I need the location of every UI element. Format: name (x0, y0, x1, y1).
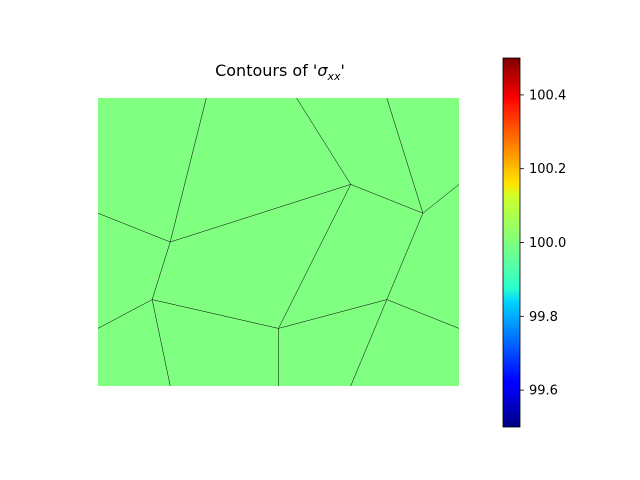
grain-boundaries (97, 97, 460, 387)
grain-boundary-11 (152, 299, 279, 329)
grain-boundary-4 (170, 184, 351, 243)
grain-boundary-16 (350, 299, 388, 387)
chart-title: Contours of 'σxx' (215, 61, 345, 83)
grain-boundary-1 (296, 97, 351, 185)
grain-boundary-10 (97, 299, 153, 329)
grain-boundary-7 (278, 184, 351, 329)
grain-boundary-14 (151, 299, 171, 387)
title-suffix: ' (340, 61, 344, 80)
title-prefix: Contours of ' (215, 61, 317, 80)
title-symbol: σ (317, 61, 328, 80)
colorbar-scale (502, 57, 521, 428)
colorbar-tick-label-3: 100.2 (529, 162, 566, 177)
grain-boundary-12 (278, 299, 387, 329)
colorbar-tick-label-1: 99.8 (529, 310, 558, 325)
grain-boundary-3 (97, 212, 171, 243)
colorbar-tick-label-2: 100.0 (529, 236, 566, 251)
grain-boundary-8 (386, 213, 424, 300)
grain-boundary-6 (422, 184, 460, 214)
grain-boundary-2 (386, 97, 424, 214)
title-subscript: xx (326, 70, 341, 83)
colorbar-ticks: 99.6 99.8 100.0 100.2 100.4 (520, 88, 566, 399)
grain-boundary-9 (151, 241, 171, 300)
plot-area (97, 97, 460, 387)
colorbar-tick-label-4: 100.4 (529, 88, 566, 103)
grain-boundary-5 (350, 184, 423, 214)
grain-boundary-13 (386, 299, 460, 329)
colorbar-tick-label-0: 99.6 (529, 384, 558, 399)
colorbar: 99.6 99.8 100.0 100.2 100.4 (502, 57, 566, 428)
grain-boundary-0 (169, 97, 207, 243)
